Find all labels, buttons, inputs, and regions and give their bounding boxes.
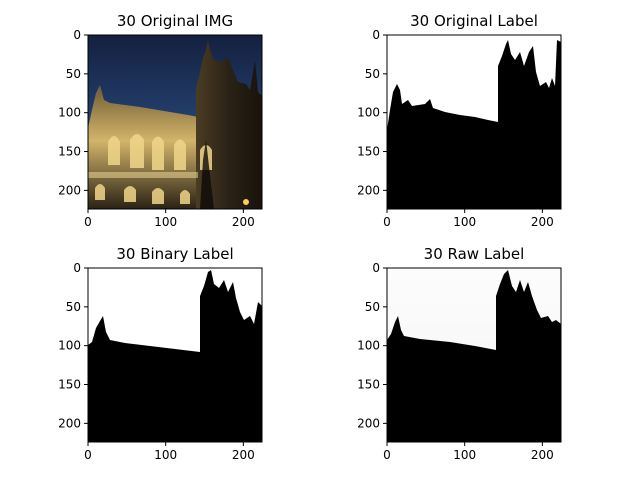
y-tick-label: 0: [73, 28, 81, 42]
mask: [387, 268, 561, 442]
y-tick-label: 200: [357, 416, 380, 430]
panel-original-img: 30 Original IMG: [58, 12, 263, 229]
panel-title: 30 Original IMG: [117, 12, 233, 30]
x-tick-label: 0: [383, 215, 391, 229]
y-tick-label: 50: [365, 67, 380, 81]
y-tick-label: 50: [66, 67, 81, 81]
panel-title: 30 Binary Label: [116, 245, 233, 263]
y-tick-label: 100: [357, 339, 380, 353]
x-tick-label: 100: [453, 215, 476, 229]
y-tick-label: 50: [66, 300, 81, 314]
x-tick-label: 200: [232, 448, 255, 462]
axes: 0 100 200 0 50 100 150 200: [357, 28, 562, 229]
street-lamp: [243, 199, 249, 205]
x-tick-label: 0: [383, 448, 391, 462]
axes: 0 100 200 0 50 100 150 200: [58, 28, 263, 229]
panel-title: 30 Raw Label: [424, 245, 525, 263]
panel-original-label: 30 Original Label 0 100 200 0 50 100 150 200: [357, 12, 562, 229]
y-tick-label: 150: [357, 145, 380, 159]
mask: [387, 35, 561, 209]
y-tick-label: 200: [58, 183, 81, 197]
panel-binary-label: 30 Binary Label 0 100 200 0 50 100 150 200: [58, 245, 263, 462]
y-tick-label: 200: [58, 416, 81, 430]
x-tick-label: 0: [84, 448, 92, 462]
panel-title: 30 Original Label: [410, 12, 538, 30]
panel-raw-label: 30 Raw Label 0 100 200 0 50 100 150 200: [357, 245, 562, 462]
y-tick-label: 200: [357, 183, 380, 197]
y-tick-label: 150: [58, 378, 81, 392]
x-tick-label: 200: [531, 215, 554, 229]
x-tick-label: 200: [531, 448, 554, 462]
x-tick-label: 100: [154, 215, 177, 229]
y-tick-label: 150: [357, 378, 380, 392]
mask-silhouette: [387, 270, 561, 442]
x-tick-label: 0: [84, 215, 92, 229]
x-tick-label: 100: [154, 448, 177, 462]
y-tick-label: 100: [58, 339, 81, 353]
mask: [88, 268, 262, 442]
mask-silhouette: [88, 270, 262, 442]
axes: 0 100 200 0 50 100 150 200: [58, 261, 263, 462]
axes-frame: [386, 267, 562, 443]
y-tick-label: 150: [58, 145, 81, 159]
axes-frame: [386, 34, 562, 210]
x-tick-label: 100: [453, 448, 476, 462]
x-tick-label: 200: [232, 215, 255, 229]
mask-silhouette: [387, 40, 561, 209]
y-tick-label: 100: [58, 106, 81, 120]
y-tick-label: 100: [357, 106, 380, 120]
y-tick-label: 0: [372, 261, 380, 275]
axes-frame: [87, 34, 263, 210]
ledge-light: [88, 172, 198, 178]
y-tick-label: 50: [365, 300, 380, 314]
y-tick-label: 0: [73, 261, 81, 275]
axes-frame: [87, 267, 263, 443]
cathedral-tower: [196, 40, 262, 209]
axes: 0 100 200 0 50 100 150 200: [357, 261, 562, 462]
tree: [200, 140, 214, 209]
y-tick-label: 0: [372, 28, 380, 42]
photo: [88, 35, 262, 209]
